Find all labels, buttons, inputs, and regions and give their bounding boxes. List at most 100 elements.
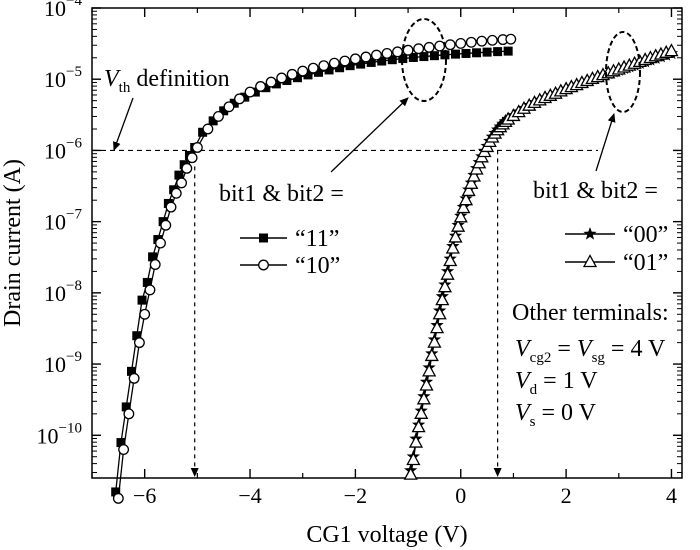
data-point	[335, 63, 345, 73]
data-point	[307, 62, 319, 74]
legend-marker	[258, 259, 269, 271]
data-point	[402, 44, 414, 56]
data-point	[112, 492, 124, 504]
data-point	[482, 47, 492, 57]
left-bits-label: bit1 & bit2 =	[219, 181, 344, 207]
data-point	[451, 218, 466, 232]
data-point	[212, 110, 224, 122]
data-point	[144, 284, 156, 296]
x-tick-label: −2	[344, 483, 367, 508]
x-tick-label: 2	[561, 483, 572, 508]
data-point	[339, 55, 351, 67]
data-point	[356, 59, 366, 69]
axes-ticks: −6 −4 −2 0 2 4 10−10 10−9 10−8 10−7 10−6 10−5 10−4	[37, 0, 682, 508]
data-point	[139, 308, 151, 320]
data-point	[142, 277, 152, 287]
data-point	[265, 76, 277, 88]
series-group	[112, 33, 517, 504]
right-group-ellipse	[605, 31, 641, 113]
y-tick-label: 10−8	[44, 278, 82, 306]
data-point	[208, 116, 218, 126]
data-point	[427, 334, 442, 348]
left-group-ellipse	[401, 18, 447, 102]
data-point	[437, 279, 453, 293]
data-point	[128, 372, 140, 384]
x-axis-label: CG1 voltage (V)	[306, 522, 467, 548]
data-point	[455, 37, 467, 49]
threshold-lines	[92, 149, 598, 477]
data-point	[387, 55, 397, 65]
y-tick-label: 10−9	[44, 349, 82, 377]
y-tick-label: 10−10	[37, 420, 82, 448]
data-point	[137, 295, 147, 305]
legend-marker	[259, 233, 268, 243]
data-point	[297, 65, 309, 77]
data-point	[469, 161, 484, 175]
data-point	[424, 348, 439, 362]
data-point	[345, 61, 355, 71]
data-point	[413, 43, 425, 55]
y-tick-label: 10−6	[44, 135, 82, 163]
data-point	[198, 127, 208, 137]
data-point	[155, 237, 166, 249]
data-point	[349, 53, 361, 65]
vth-arrow	[112, 97, 134, 151]
legend-label: “11”	[295, 226, 339, 252]
data-point	[111, 487, 121, 497]
data-point	[414, 405, 429, 419]
data-point	[458, 192, 474, 206]
series-group	[403, 43, 679, 480]
right-bits-label: bit1 & bit2 =	[533, 178, 658, 204]
data-point	[406, 452, 421, 466]
data-point	[422, 363, 437, 377]
y-tick-label: 10−5	[44, 64, 82, 92]
data-point	[445, 240, 460, 254]
data-point	[429, 51, 439, 61]
data-point	[360, 51, 372, 63]
legend-marker	[583, 227, 597, 240]
data-point	[464, 175, 479, 189]
data-point	[127, 366, 137, 376]
data-point	[121, 402, 131, 412]
data-point	[377, 56, 387, 66]
data-point	[123, 408, 135, 420]
data-point	[240, 92, 250, 102]
data-point	[419, 377, 434, 391]
data-point	[411, 419, 426, 433]
data-point	[443, 253, 458, 267]
data-point	[450, 49, 460, 59]
data-point	[186, 152, 198, 164]
legend-marker	[582, 254, 598, 268]
x-tick-label: 4	[666, 483, 677, 508]
data-point	[465, 36, 477, 48]
data-point	[286, 68, 298, 80]
data-point	[371, 49, 382, 61]
left-ellipse-arrow	[330, 97, 409, 173]
series-layer	[111, 33, 679, 504]
data-point	[416, 391, 431, 405]
data-point	[408, 52, 418, 62]
data-point	[453, 209, 468, 223]
data-point	[191, 142, 203, 153]
data-point	[435, 292, 450, 306]
y-tick-label: 10−7	[44, 207, 82, 235]
data-point	[398, 54, 408, 64]
data-point	[223, 101, 235, 113]
data-point	[328, 57, 340, 69]
cond-cg2-sg: Vcg2 = Vsg = 4 V	[515, 336, 666, 366]
data-point	[476, 35, 488, 47]
data-point	[303, 70, 313, 80]
data-point	[116, 438, 126, 448]
data-point	[160, 219, 172, 231]
data-point	[271, 79, 281, 89]
legend-left: “11”“10”	[240, 226, 340, 279]
y-axis-label: Drain current (A)	[0, 159, 26, 327]
data-point	[408, 434, 424, 448]
data-point	[276, 72, 288, 84]
data-point	[118, 444, 130, 456]
data-point	[486, 34, 498, 46]
data-point	[456, 200, 471, 214]
data-point	[318, 60, 330, 72]
data-point	[366, 57, 376, 67]
